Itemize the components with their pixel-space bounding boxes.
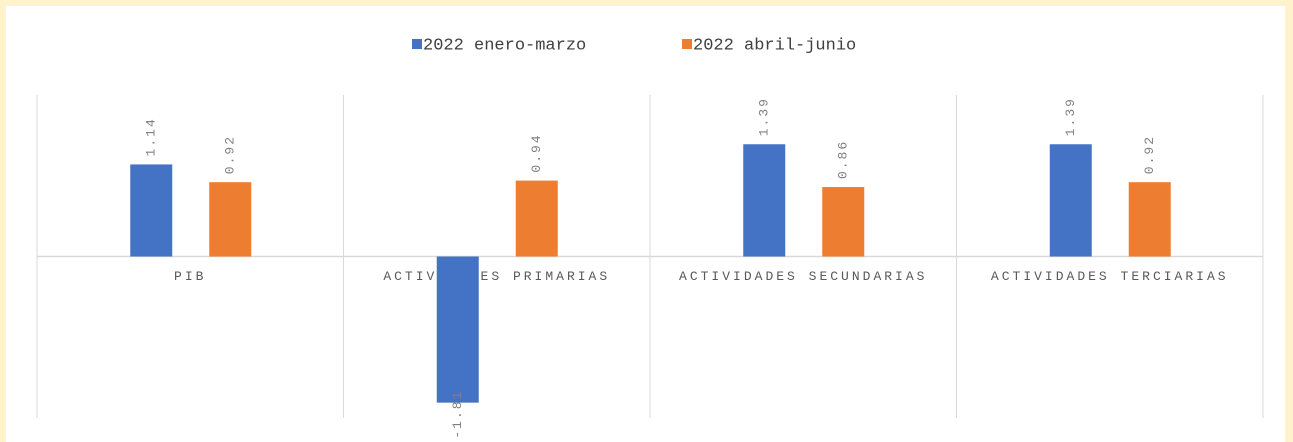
bar	[130, 164, 173, 257]
value-label: 0.86	[836, 140, 851, 179]
value-label: 0.92	[1142, 135, 1157, 174]
bar	[515, 180, 558, 257]
legend-swatch	[412, 39, 422, 49]
x-tick-label: ACTIVIDADES SECUNDARIAS	[679, 269, 927, 284]
value-label: 0.94	[529, 133, 544, 172]
bar	[1049, 144, 1092, 257]
value-label: 1.39	[1063, 97, 1078, 136]
value-label: 1.14	[144, 117, 159, 156]
legend-swatch	[682, 39, 692, 49]
value-label: 0.92	[223, 135, 238, 174]
bar	[822, 187, 865, 257]
bar	[1128, 182, 1171, 257]
bar	[743, 144, 786, 257]
value-label: -1.81	[450, 390, 465, 439]
legend-label: 2022 enero-marzo	[423, 36, 586, 55]
bar	[436, 256, 479, 403]
x-tick-label: ACTIVIDADES PRIMARIAS	[383, 269, 610, 284]
legend-label: 2022 abril-junio	[693, 36, 856, 55]
value-label: 1.39	[757, 97, 772, 136]
bar	[209, 182, 252, 257]
x-tick-label: ACTIVIDADES TERCIARIAS	[991, 269, 1229, 284]
x-tick-label: PIB	[174, 269, 206, 284]
